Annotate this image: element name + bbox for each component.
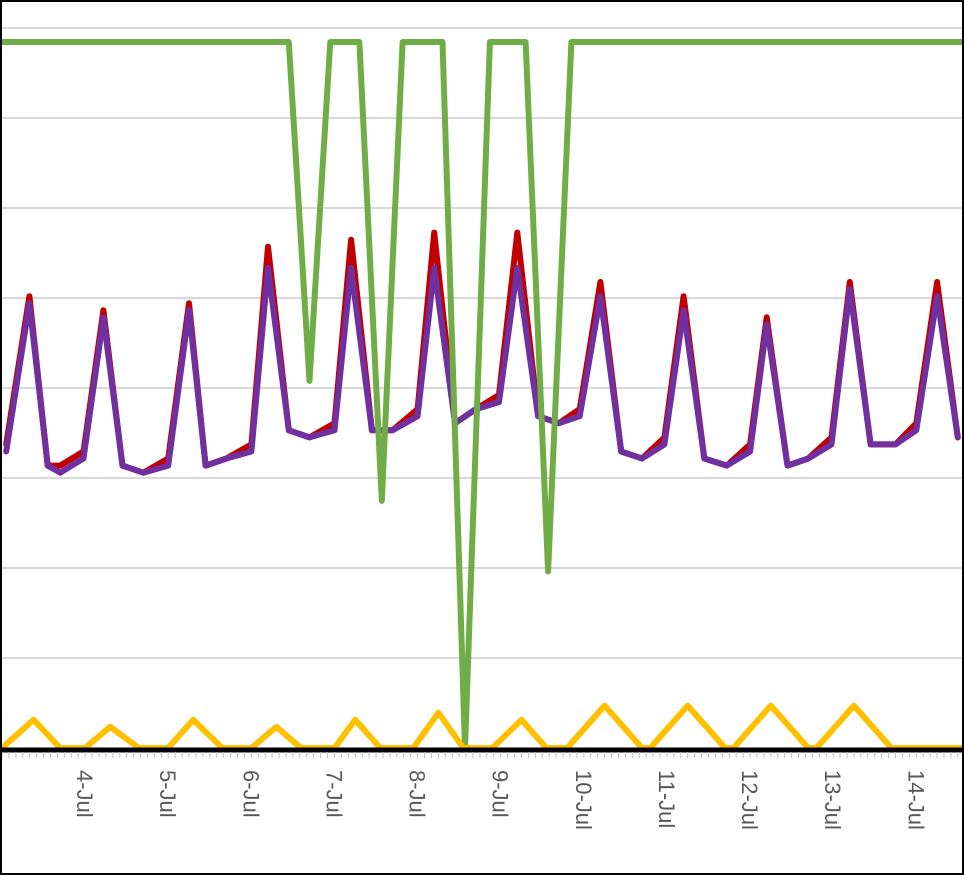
x-tick-label: 11-Jul	[654, 770, 679, 828]
x-tick-label: 7-Jul	[322, 770, 347, 818]
x-tick-label: 8-Jul	[405, 770, 430, 818]
x-tick-label: 12-Jul	[737, 770, 762, 830]
x-tick-label: 9-Jul	[488, 770, 513, 818]
x-tick-label: 4-Jul	[72, 770, 97, 818]
series-layer	[2, 39, 962, 751]
series-line-3	[2, 39, 962, 751]
x-tick-label: 5-Jul	[155, 770, 180, 818]
x-tick-label: 10-Jul	[571, 770, 596, 830]
x-axis-minor-ticks	[2, 752, 959, 758]
x-axis-tick-labels: 4-Jul 5-Jul 6-Jul 7-Jul 8-Jul 9-Jul 10-Jul 11-J…	[72, 770, 928, 830]
x-tick-label: 6-Jul	[238, 770, 263, 818]
x-tick-label: 13-Jul	[820, 770, 845, 830]
x-tick-label: 14-Jul	[903, 770, 928, 830]
series-line-4	[2, 702, 962, 751]
